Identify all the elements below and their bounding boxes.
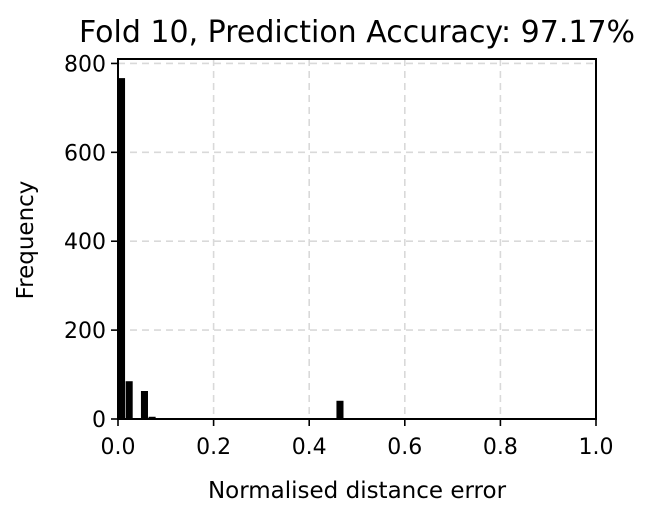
grid-lines (118, 59, 596, 419)
chart-title: Fold 10, Prediction Accuracy: 97.17% (79, 15, 635, 50)
histogram-bar (336, 400, 344, 419)
x-axis-ticks: 0.0 0.2 0.4 0.6 0.8 1.0 (101, 419, 614, 460)
y-tick-label: 400 (64, 230, 106, 255)
x-axis-label: Normalised distance error (208, 478, 507, 504)
y-axis-label: Frequency (13, 181, 39, 300)
y-tick-label: 0 (92, 408, 106, 433)
x-tick-label: 0.4 (292, 435, 327, 460)
histogram-bar (118, 78, 126, 419)
x-tick-label: 1.0 (579, 435, 614, 460)
y-tick-label: 600 (64, 141, 106, 166)
y-tick-label: 200 (64, 319, 106, 344)
x-tick-label: 0.2 (196, 435, 231, 460)
histogram-bar (140, 391, 148, 419)
y-tick-label: 800 (64, 52, 106, 77)
x-tick-label: 0.0 (101, 435, 136, 460)
histogram-bar (125, 381, 133, 419)
y-axis-ticks: 0 200 400 600 800 (64, 52, 118, 433)
x-tick-label: 0.8 (483, 435, 518, 460)
histogram-bar (148, 416, 156, 419)
histogram-bars (118, 78, 344, 419)
x-tick-label: 0.6 (387, 435, 422, 460)
plot-area-frame (117, 58, 597, 420)
